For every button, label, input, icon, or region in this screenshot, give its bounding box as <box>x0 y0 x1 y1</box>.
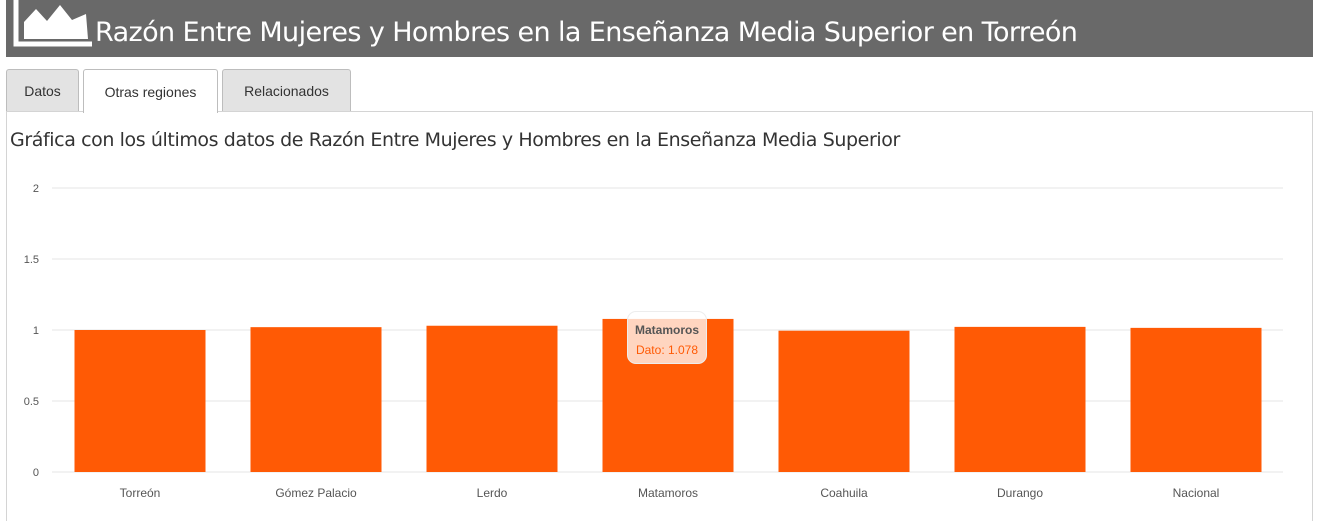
x-tick-label: Nacional <box>1173 486 1220 500</box>
tab-otras-regiones[interactable]: Otras regiones <box>83 69 218 113</box>
bar[interactable] <box>778 330 910 472</box>
tooltip-value: Dato: 1.078 <box>635 343 699 357</box>
bar-chart: 0 0.5 1 1.5 2 Torreón Gómez Palacio Lerdo Matamo… <box>24 183 1283 500</box>
x-tick-label: Lerdo <box>477 486 508 500</box>
y-tick-label: 1.5 <box>24 254 39 266</box>
bar[interactable] <box>74 330 206 472</box>
bar[interactable] <box>1130 327 1262 472</box>
chart-tooltip: Matamoros Dato: 1.078 <box>627 311 707 364</box>
x-tick-label: Matamoros <box>638 486 698 500</box>
tooltip-title: Matamoros <box>634 323 699 337</box>
y-tick-label: 0.5 <box>24 396 39 408</box>
bar[interactable] <box>426 325 558 472</box>
title-bar: Razón Entre Mujeres y Hombres en la Ense… <box>6 0 1313 57</box>
bars <box>74 318 1262 472</box>
x-tick-label: Durango <box>997 486 1043 500</box>
bar[interactable] <box>250 327 382 472</box>
area-chart-icon <box>13 0 92 47</box>
page-title: Razón Entre Mujeres y Hombres en la Ense… <box>95 17 1078 48</box>
bar[interactable] <box>954 326 1086 472</box>
x-tick-label: Torreón <box>120 486 161 500</box>
x-tick-label: Gómez Palacio <box>275 486 357 500</box>
y-tick-label: 1 <box>33 325 39 337</box>
tab-relacionados[interactable]: Relacionados <box>222 69 351 111</box>
y-tick-label: 2 <box>33 183 39 195</box>
x-tick-label: Coahuila <box>820 486 868 500</box>
tab-datos[interactable]: Datos <box>6 69 79 111</box>
y-tick-label: 0 <box>33 467 39 479</box>
axis-labels: 0 0.5 1 1.5 2 Torreón Gómez Palacio Lerdo Matamo… <box>24 183 1220 500</box>
chart-heading: Gráfica con los últimos datos de Razón E… <box>10 129 900 151</box>
